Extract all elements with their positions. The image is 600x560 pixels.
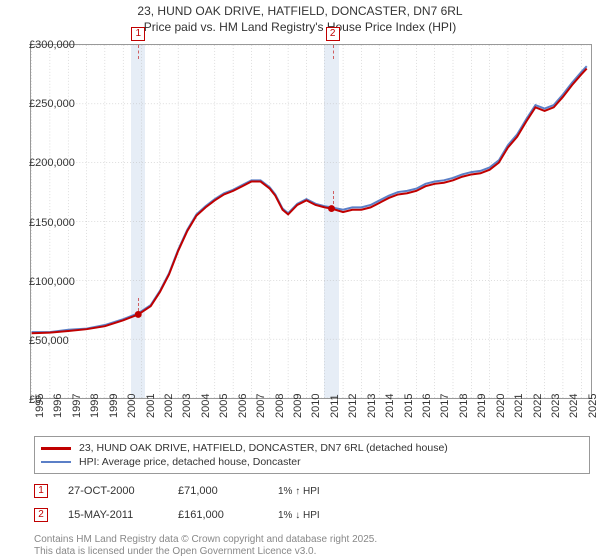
x-axis-label: 2014 bbox=[384, 394, 396, 418]
sale-marker-line bbox=[138, 45, 139, 59]
footer-line: This data is licensed under the Open Gov… bbox=[34, 546, 377, 558]
legend-label: HPI: Average price, detached house, Donc… bbox=[79, 456, 301, 468]
legend-swatch bbox=[41, 461, 71, 463]
sale-price: £71,000 bbox=[178, 485, 258, 497]
title-line-2: Price paid vs. HM Land Registry's House … bbox=[0, 20, 600, 36]
sale-record: 2 15-MAY-2011 £161,000 1% ↓ HPI bbox=[34, 508, 320, 522]
x-axis-label: 2012 bbox=[347, 394, 359, 418]
chart-plot-area: 12 £0£50,000£100,000£150,000£200,000£250… bbox=[30, 44, 592, 399]
legend-swatch bbox=[41, 447, 71, 450]
x-axis-label: 2017 bbox=[439, 394, 451, 418]
series-property bbox=[32, 69, 587, 334]
y-axis-label: £300,000 bbox=[29, 39, 75, 51]
series-hpi bbox=[32, 66, 587, 332]
x-axis-label: 2022 bbox=[532, 394, 544, 418]
x-axis-label: 2013 bbox=[366, 394, 378, 418]
sale-hpi-delta: 1% ↑ HPI bbox=[278, 486, 320, 497]
x-axis-label: 2007 bbox=[255, 394, 267, 418]
x-axis-label: 1998 bbox=[89, 394, 101, 418]
x-axis-label: 2002 bbox=[163, 394, 175, 418]
sale-marker-badge: 2 bbox=[34, 508, 48, 522]
x-axis-label: 1999 bbox=[108, 394, 120, 418]
x-axis-label: 1996 bbox=[52, 394, 64, 418]
sale-marker-badge: 1 bbox=[34, 484, 48, 498]
x-axis-label: 2016 bbox=[421, 394, 433, 418]
x-axis-label: 1997 bbox=[71, 394, 83, 418]
x-axis-label: 2000 bbox=[126, 394, 138, 418]
chart-title: 23, HUND OAK DRIVE, HATFIELD, DONCASTER,… bbox=[0, 0, 600, 37]
sale-record: 1 27-OCT-2000 £71,000 1% ↑ HPI bbox=[34, 484, 320, 498]
chart-legend: 23, HUND OAK DRIVE, HATFIELD, DONCASTER,… bbox=[34, 436, 590, 474]
y-axis-label: £250,000 bbox=[29, 98, 75, 110]
sale-marker-line bbox=[333, 45, 334, 59]
x-axis-label: 2024 bbox=[568, 394, 580, 418]
x-axis-label: 2018 bbox=[458, 394, 470, 418]
x-axis-label: 2021 bbox=[513, 394, 525, 418]
sale-marker-line bbox=[138, 298, 139, 316]
sale-marker-badge: 1 bbox=[131, 27, 145, 41]
x-axis-label: 2009 bbox=[292, 394, 304, 418]
sale-hpi-delta: 1% ↓ HPI bbox=[278, 510, 320, 521]
x-axis-label: 2015 bbox=[403, 394, 415, 418]
sale-price: £161,000 bbox=[178, 509, 258, 521]
x-axis-label: 2006 bbox=[237, 394, 249, 418]
legend-item: 23, HUND OAK DRIVE, HATFIELD, DONCASTER,… bbox=[41, 441, 583, 455]
y-axis-label: £50,000 bbox=[29, 335, 69, 347]
chart-footer: Contains HM Land Registry data © Crown c… bbox=[34, 534, 377, 558]
x-axis-label: 2003 bbox=[181, 394, 193, 418]
x-axis-label: 2019 bbox=[476, 394, 488, 418]
y-axis-label: £200,000 bbox=[29, 157, 75, 169]
footer-line: Contains HM Land Registry data © Crown c… bbox=[34, 534, 377, 546]
sale-date: 15-MAY-2011 bbox=[68, 509, 158, 521]
x-axis-label: 1995 bbox=[34, 394, 46, 418]
sale-point bbox=[328, 205, 335, 212]
x-axis-label: 2020 bbox=[495, 394, 507, 418]
x-axis-label: 2001 bbox=[145, 394, 157, 418]
x-axis-label: 2008 bbox=[274, 394, 286, 418]
y-axis-label: £100,000 bbox=[29, 276, 75, 288]
sale-marker-badge: 2 bbox=[326, 27, 340, 41]
y-axis-label: £150,000 bbox=[29, 217, 75, 229]
x-axis-label: 2025 bbox=[587, 394, 599, 418]
x-axis-label: 2010 bbox=[310, 394, 322, 418]
x-axis-label: 2023 bbox=[550, 394, 562, 418]
x-axis-label: 2011 bbox=[329, 394, 341, 418]
x-axis-label: 2005 bbox=[218, 394, 230, 418]
sale-marker-line bbox=[333, 191, 334, 209]
sale-date: 27-OCT-2000 bbox=[68, 485, 158, 497]
title-line-1: 23, HUND OAK DRIVE, HATFIELD, DONCASTER,… bbox=[0, 4, 600, 20]
chart-lines bbox=[31, 45, 591, 398]
x-axis-label: 2004 bbox=[200, 394, 212, 418]
legend-label: 23, HUND OAK DRIVE, HATFIELD, DONCASTER,… bbox=[79, 442, 448, 454]
legend-item: HPI: Average price, detached house, Donc… bbox=[41, 455, 583, 469]
